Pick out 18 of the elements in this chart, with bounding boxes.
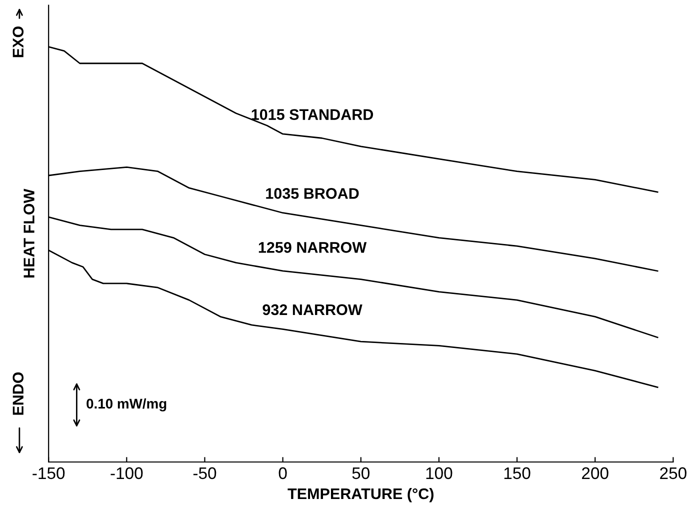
x-tick-label: -150 (32, 467, 65, 480)
x-tick-label: 50 (352, 467, 370, 480)
x-tick-label: 100 (426, 467, 452, 480)
x-tick-label: -100 (110, 467, 143, 480)
annotation: 0.10 mW/mg (86, 398, 166, 412)
x-tick-label: 200 (582, 467, 608, 480)
series-label: 1015 STANDARD (252, 109, 374, 120)
x-tick-label: -50 (193, 467, 216, 480)
text: ENDO (12, 372, 24, 415)
series-label: 932 NARROW (262, 304, 362, 316)
x-tick-label: 250 (660, 467, 686, 480)
series-label: 1259 NARROW (258, 242, 367, 253)
x-axis-title: TEMPERATURE (°C) (288, 488, 434, 502)
series-label: 1035 BROAD (266, 188, 359, 199)
y-axis-title: HEAT FLOW (24, 188, 34, 278)
x-tick-label: 0 (278, 467, 287, 480)
x-tick-label: 150 (504, 467, 530, 480)
text: EXO (12, 26, 24, 58)
